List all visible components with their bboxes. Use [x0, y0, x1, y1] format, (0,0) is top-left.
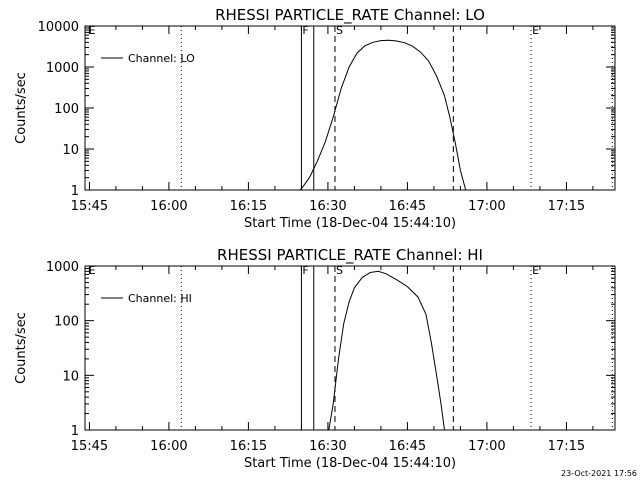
x-tick-label: 15:45 [71, 439, 108, 454]
y-axis-label: Counts/sec [14, 312, 29, 384]
x-tick-label: 17:00 [468, 199, 505, 214]
y-tick-label: 10000 [38, 20, 79, 35]
x-tick-label: 17:15 [548, 199, 585, 214]
x-tick-label: 16:15 [230, 199, 267, 214]
series-line-0 [300, 39, 467, 191]
marker-label: E [532, 264, 539, 277]
panel-hi: RHESSI PARTICLE_RATE Channel: HI Start Ti… [14, 246, 616, 471]
marker-label: E [89, 24, 96, 37]
x-tick-label: 16:45 [389, 439, 426, 454]
y-axis-label: Counts/sec [14, 72, 29, 144]
legend-entry: Channel: HI [128, 292, 192, 305]
y-tick-label: 1000 [46, 61, 79, 76]
marker-label: S [336, 24, 343, 37]
marker-label: F [302, 24, 308, 37]
x-axis-label: Start Time (18-Dec-04 15:44:10) [244, 456, 456, 471]
footer-timestamp: 23-Oct-2021 17:56 [561, 469, 637, 478]
x-tick-label: 16:15 [230, 439, 267, 454]
plot-frame [84, 25, 616, 191]
panel-lo: RHESSI PARTICLE_RATE Channel: LO Start Ti… [14, 6, 616, 231]
y-tick-label: 100 [54, 102, 79, 117]
x-tick-label: 16:00 [150, 199, 187, 214]
plot-frame [84, 265, 616, 431]
marker-label: F [302, 264, 308, 277]
x-tick-label: 16:45 [389, 199, 426, 214]
y-tick-label: 10 [62, 369, 79, 384]
x-axis-label: Start Time (18-Dec-04 15:44:10) [244, 216, 456, 231]
y-tick-label: 10 [62, 143, 79, 158]
marker-label: E [532, 24, 539, 37]
x-tick-label: 16:30 [309, 439, 346, 454]
marker-label: E [89, 264, 96, 277]
y-tick-label: 1000 [46, 260, 79, 275]
y-tick-label: 1 [71, 184, 79, 199]
series-line-0 [328, 270, 445, 431]
y-tick-label: 100 [54, 315, 79, 330]
chart-title: RHESSI PARTICLE_RATE Channel: HI [217, 246, 483, 265]
x-tick-label: 17:15 [548, 439, 585, 454]
marker-label: S [336, 264, 343, 277]
x-tick-label: 16:30 [309, 199, 346, 214]
x-tick-label: 17:00 [468, 439, 505, 454]
x-tick-label: 16:00 [150, 439, 187, 454]
x-tick-label: 15:45 [71, 199, 108, 214]
chart-title: RHESSI PARTICLE_RATE Channel: LO [215, 6, 485, 25]
y-tick-label: 1 [71, 424, 79, 439]
legend-entry: Channel: LO [128, 52, 195, 65]
